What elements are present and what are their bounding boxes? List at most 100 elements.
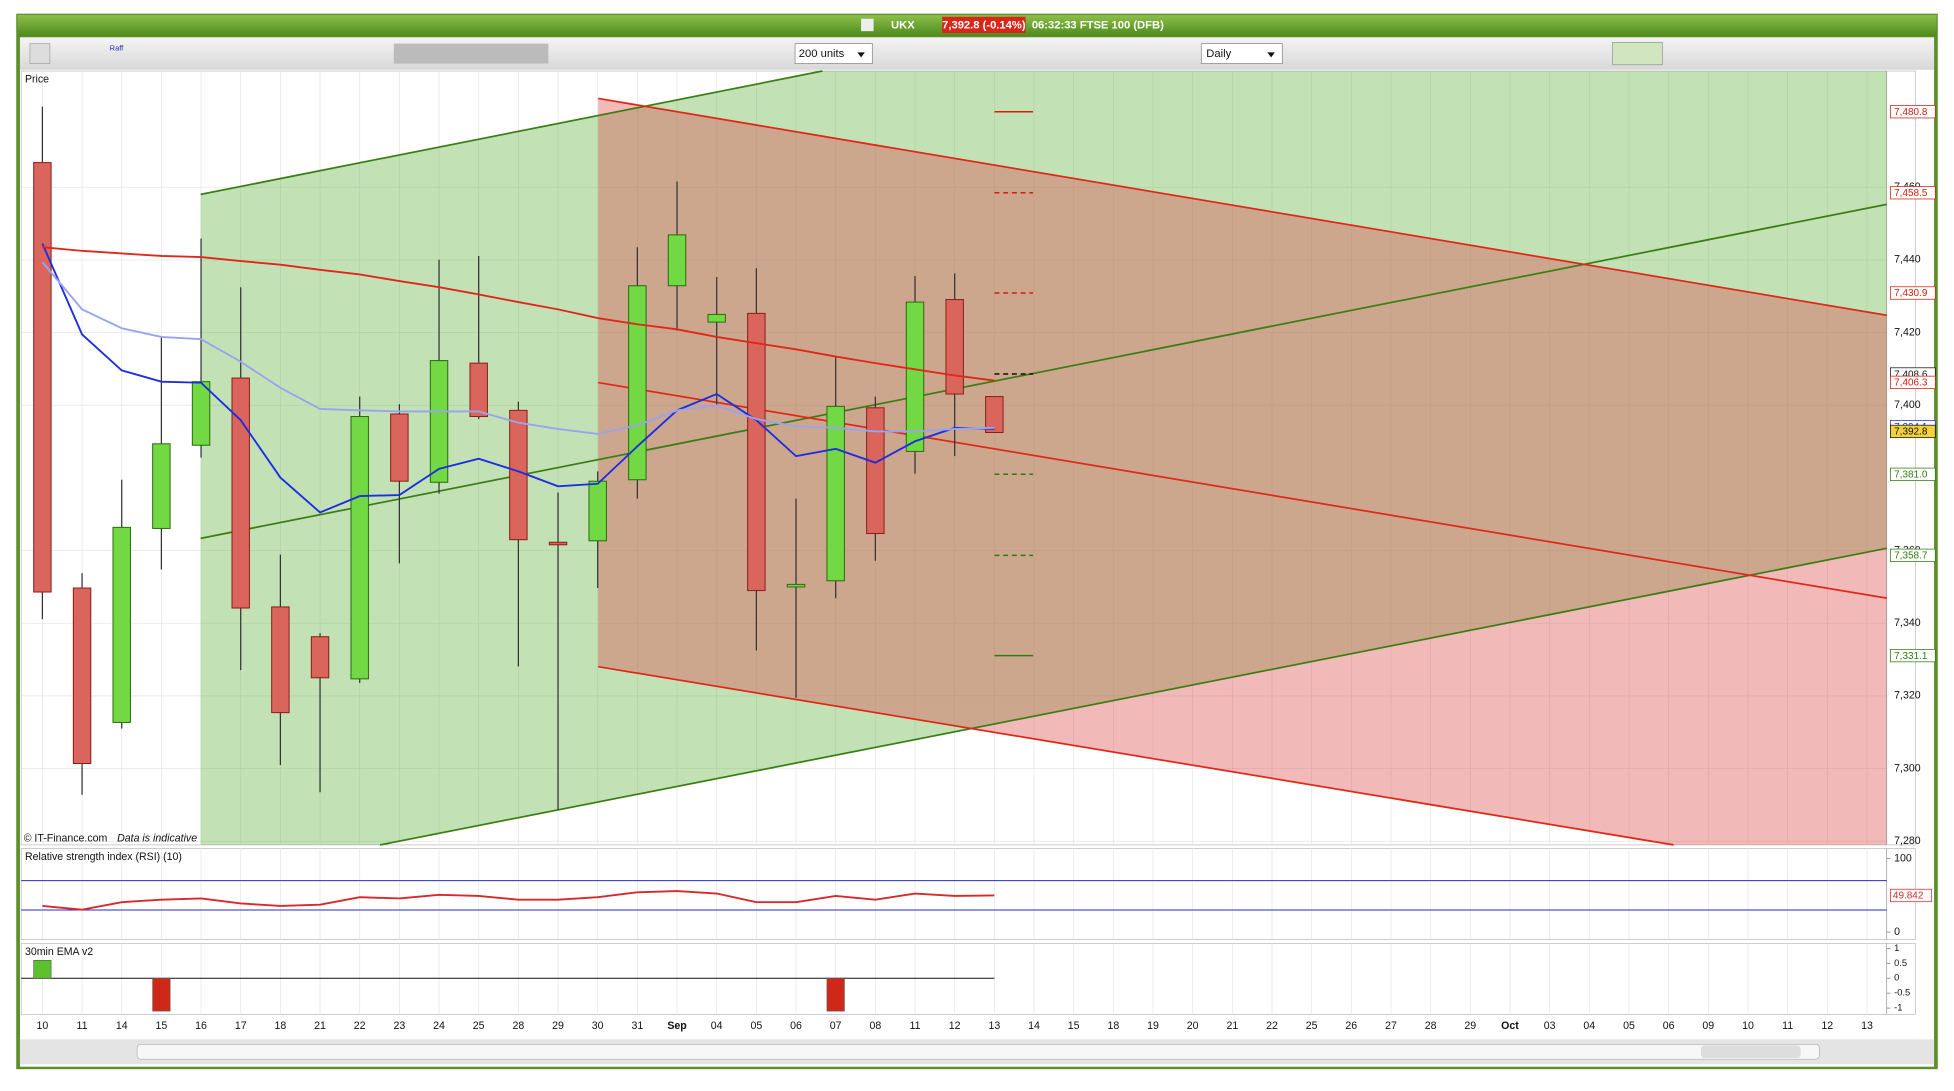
signal-bar <box>33 960 52 979</box>
x-tick-label: 14 <box>116 1020 128 1032</box>
x-tick-label: 13 <box>1861 1020 1873 1032</box>
panel-title: 30min EMA v2 <box>25 946 93 958</box>
channel-line <box>379 547 1887 846</box>
x-tick-label: 11 <box>77 1020 88 1032</box>
level-label: 7,358.7 <box>1894 551 1928 562</box>
chart-style-button[interactable] <box>1612 42 1663 66</box>
interval-value[interactable]: Daily <box>1206 48 1231 60</box>
x-tick-label: 14 <box>1028 1020 1040 1032</box>
candle-body <box>985 396 1004 434</box>
y-tick-label: 7,420 <box>1894 326 1921 338</box>
instrument-info: 06:32:33 FTSE 100 (DFB) <box>1032 20 1164 32</box>
indicator-line <box>42 890 995 911</box>
y-tick-label: 100 <box>1894 852 1912 864</box>
x-tick-label: 28 <box>1425 1020 1437 1032</box>
candle-body <box>707 313 726 323</box>
raff-label[interactable]: Raff <box>110 44 124 53</box>
x-tick-label: 21 <box>314 1020 326 1032</box>
candle-body <box>509 409 528 541</box>
symbol: UKX <box>891 20 915 32</box>
x-tick-label: 04 <box>1583 1020 1595 1032</box>
level-box <box>1890 548 1936 562</box>
price-panel: 7,2807,3007,3207,3407,3607,4007,4207,440… <box>20 70 1936 847</box>
x-tick-label: 05 <box>1623 1020 1635 1032</box>
y-tick-label: 1 <box>1894 943 1899 953</box>
channel-line <box>598 381 1887 600</box>
candle-body <box>905 301 925 452</box>
candle-body <box>588 480 607 542</box>
x-tick-label: 08 <box>869 1020 881 1032</box>
title-texts: UKX 7,392.8 (-0.14%) 06:32:33 FTSE 100 (… <box>861 16 1164 34</box>
candle-body <box>112 526 131 723</box>
candle-body <box>747 312 766 592</box>
size-select[interactable] <box>794 43 873 64</box>
y-tick-label: -1 <box>1894 1003 1902 1013</box>
candle-body <box>390 413 409 482</box>
signal-bar <box>152 977 171 1012</box>
panel-frame <box>20 942 1916 1015</box>
interval-select[interactable] <box>1200 43 1283 64</box>
last-value: 49.842 <box>1893 891 1924 902</box>
scroll-thumb[interactable] <box>1701 1045 1801 1058</box>
candle-body <box>72 587 92 765</box>
x-tick-label: 26 <box>1345 1020 1357 1032</box>
dropdown-arrow <box>1267 52 1275 58</box>
level-label: 7,392.8 <box>1894 427 1928 438</box>
x-tick-label: 09 <box>1702 1020 1714 1032</box>
candle-body <box>628 285 647 481</box>
rsi-panel: 0 100 49.842 Relative strength index (RSI) … <box>20 848 1932 940</box>
x-tick-label: 20 <box>1187 1020 1199 1032</box>
candle-body <box>469 362 488 418</box>
x-tick-label: 22 <box>1266 1020 1278 1032</box>
toolbar-icons[interactable]: Raff <box>29 43 549 64</box>
x-tick-label: 17 <box>235 1020 247 1032</box>
x-tick-label: 05 <box>750 1020 762 1032</box>
x-tick-label: 25 <box>473 1020 485 1032</box>
candle-body <box>866 407 885 535</box>
quote: 7,392.8 (-0.14%) <box>942 20 1026 32</box>
x-tick-label: 27 <box>1385 1020 1397 1032</box>
indicator-line <box>42 246 995 382</box>
signal-bar <box>826 977 845 1012</box>
channel-line <box>200 70 823 196</box>
level-box <box>1890 467 1936 481</box>
y-tick-label: 7,340 <box>1894 617 1921 629</box>
channel-line <box>598 97 1887 317</box>
x-tick-label: 04 <box>711 1020 723 1032</box>
panel-frame <box>20 848 1916 940</box>
x-axis: 10 11 14 15 16 17 18 21 22 23 24 25 28 29 30 31 Sep 04 05 0… <box>21 1015 1916 1037</box>
size-value[interactable]: 200 units <box>799 48 845 60</box>
x-tick-label: 28 <box>512 1020 524 1032</box>
x-tick-label: 19 <box>1147 1020 1159 1032</box>
level-box <box>1890 424 1936 439</box>
indicator-line <box>41 243 995 514</box>
candle-body <box>786 583 806 588</box>
x-tick-label: 10 <box>37 1020 49 1032</box>
x-axis-bg <box>21 1015 1916 1037</box>
x-tick-label: 12 <box>949 1020 961 1032</box>
x-tick-label: 15 <box>155 1020 167 1032</box>
x-tick-label: 11 <box>1782 1020 1793 1032</box>
x-tick-label: 30 <box>592 1020 604 1032</box>
y-tick-label: 7,320 <box>1894 690 1921 702</box>
x-tick-label: 03 <box>1544 1020 1556 1032</box>
candle-body <box>548 541 568 546</box>
y-tick-label: 0 <box>1894 926 1900 938</box>
y-tick-label: 7,440 <box>1894 254 1921 266</box>
icon <box>861 18 874 32</box>
candle-body <box>191 381 211 446</box>
x-tick-label: 10 <box>1742 1020 1754 1032</box>
candle-body <box>826 405 845 582</box>
value-box <box>1890 888 1932 903</box>
scrollbar[interactable] <box>136 1043 1820 1060</box>
level-label: 7,458.5 <box>1894 188 1928 199</box>
channel-line <box>598 665 1674 846</box>
color-palette[interactable] <box>393 43 549 64</box>
x-tick-label: 24 <box>433 1020 445 1032</box>
tool-button[interactable] <box>29 43 51 64</box>
x-tick-label: 16 <box>195 1020 207 1032</box>
x-tick-label: 13 <box>988 1020 1000 1032</box>
level-box <box>1890 105 1936 119</box>
